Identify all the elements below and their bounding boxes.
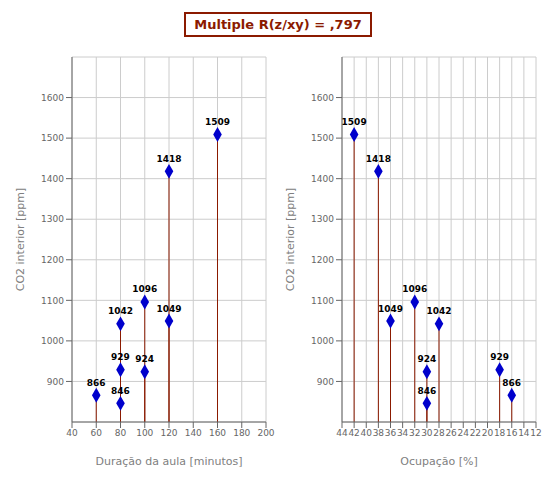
svg-text:CO2 interior [ppm]: CO2 interior [ppm] bbox=[284, 188, 297, 292]
svg-text:36: 36 bbox=[385, 428, 397, 438]
svg-text:30: 30 bbox=[421, 428, 433, 438]
svg-text:100: 100 bbox=[136, 428, 153, 438]
svg-text:924: 924 bbox=[135, 354, 154, 364]
svg-text:Ocupação [%]: Ocupação [%] bbox=[400, 455, 477, 468]
svg-text:60: 60 bbox=[91, 428, 103, 438]
svg-text:1049: 1049 bbox=[378, 304, 403, 314]
svg-text:1096: 1096 bbox=[402, 284, 427, 294]
svg-text:24: 24 bbox=[458, 428, 470, 438]
svg-text:1100: 1100 bbox=[311, 296, 334, 306]
svg-text:14: 14 bbox=[518, 428, 530, 438]
svg-text:180: 180 bbox=[233, 428, 250, 438]
svg-text:924: 924 bbox=[417, 354, 436, 364]
svg-text:34: 34 bbox=[397, 428, 409, 438]
svg-text:120: 120 bbox=[160, 428, 177, 438]
svg-text:28: 28 bbox=[433, 428, 445, 438]
svg-text:866: 866 bbox=[502, 378, 521, 388]
svg-text:1418: 1418 bbox=[156, 154, 181, 164]
svg-text:1300: 1300 bbox=[311, 214, 334, 224]
svg-text:1600: 1600 bbox=[311, 93, 334, 103]
svg-text:42: 42 bbox=[348, 428, 359, 438]
svg-text:846: 846 bbox=[111, 386, 130, 396]
svg-text:22: 22 bbox=[470, 428, 481, 438]
svg-text:900: 900 bbox=[317, 377, 334, 387]
svg-text:1509: 1509 bbox=[342, 117, 367, 127]
svg-text:846: 846 bbox=[417, 386, 436, 396]
svg-text:1096: 1096 bbox=[132, 284, 157, 294]
svg-text:18: 18 bbox=[494, 428, 506, 438]
svg-text:1200: 1200 bbox=[311, 255, 334, 265]
svg-text:1042: 1042 bbox=[108, 306, 133, 316]
svg-text:929: 929 bbox=[111, 352, 130, 362]
svg-text:866: 866 bbox=[87, 378, 106, 388]
svg-text:1200: 1200 bbox=[41, 255, 64, 265]
svg-text:200: 200 bbox=[257, 428, 274, 438]
svg-text:26: 26 bbox=[445, 428, 457, 438]
svg-text:1049: 1049 bbox=[156, 304, 181, 314]
svg-text:20: 20 bbox=[482, 428, 494, 438]
svg-text:1100: 1100 bbox=[41, 296, 64, 306]
svg-text:1400: 1400 bbox=[311, 174, 334, 184]
svg-text:40: 40 bbox=[361, 428, 373, 438]
svg-text:900: 900 bbox=[47, 377, 64, 387]
svg-text:929: 929 bbox=[490, 352, 509, 362]
svg-text:1300: 1300 bbox=[41, 214, 64, 224]
svg-text:140: 140 bbox=[185, 428, 202, 438]
svg-text:1500: 1500 bbox=[41, 133, 64, 143]
svg-text:1000: 1000 bbox=[311, 336, 334, 346]
svg-text:38: 38 bbox=[373, 428, 385, 438]
svg-text:1509: 1509 bbox=[205, 117, 230, 127]
svg-text:80: 80 bbox=[115, 428, 127, 438]
svg-text:1500: 1500 bbox=[311, 133, 334, 143]
svg-text:1600: 1600 bbox=[41, 93, 64, 103]
svg-text:44: 44 bbox=[336, 428, 348, 438]
svg-text:12: 12 bbox=[530, 428, 541, 438]
svg-text:16: 16 bbox=[506, 428, 518, 438]
svg-text:160: 160 bbox=[209, 428, 226, 438]
html-text:Multiple R(z/xy) = ,797: Multiple R(z/xy) = ,797 bbox=[194, 17, 362, 32]
svg-text:32: 32 bbox=[409, 428, 420, 438]
svg-text:Duração da aula [minutos]: Duração da aula [minutos] bbox=[95, 455, 242, 468]
svg-text:1000: 1000 bbox=[41, 336, 64, 346]
svg-text:CO2 interior [ppm]: CO2 interior [ppm] bbox=[14, 188, 27, 292]
svg-text:40: 40 bbox=[66, 428, 78, 438]
svg-text:1418: 1418 bbox=[366, 154, 391, 164]
svg-text:1042: 1042 bbox=[426, 306, 451, 316]
svg-text:1400: 1400 bbox=[41, 174, 64, 184]
